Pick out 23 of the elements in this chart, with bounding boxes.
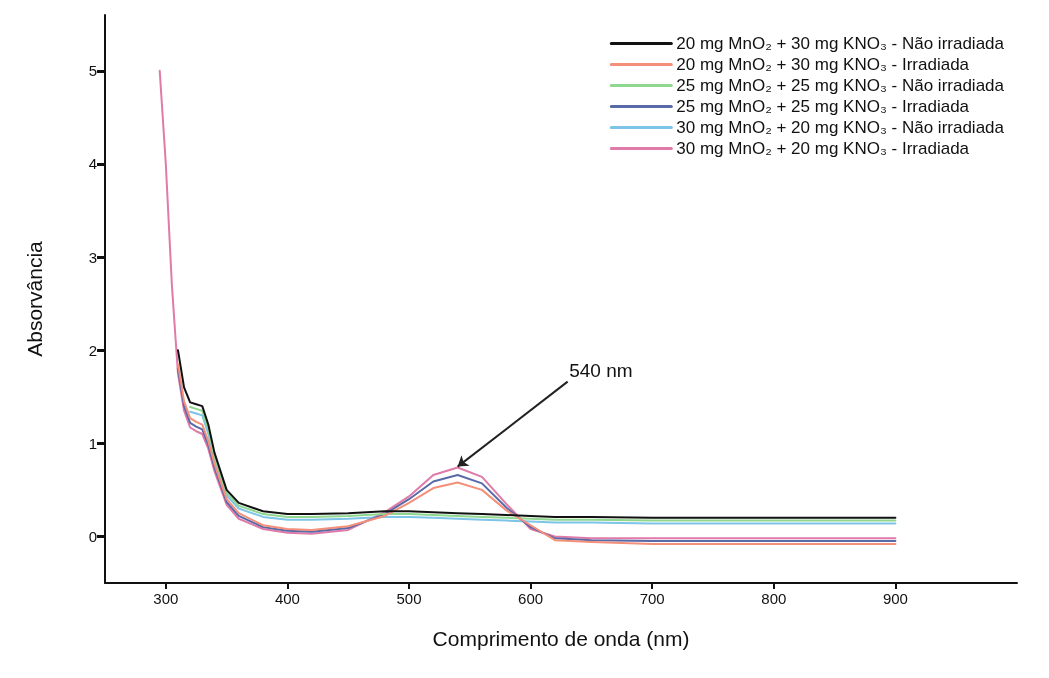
x-tick-label: 300 <box>153 590 179 607</box>
y-axis-title: Absorvância <box>23 240 46 357</box>
y-tick-label: 0 <box>88 527 97 545</box>
legend-label: 25 mg MnO₂ + 25 mg KNO₃ - Irradiada <box>676 97 970 116</box>
y-tick-label: 5 <box>88 62 97 80</box>
legend-label: 25 mg MnO₂ + 25 mg KNO₃ - Não irradiada <box>676 76 1005 95</box>
legend-label: 30 mg MnO₂ + 20 mg KNO₃ - Irradiada <box>676 139 970 158</box>
annotation: 540 nm <box>569 360 633 382</box>
legend-label: 20 mg MnO₂ + 30 mg KNO₃ - Não irradiada <box>676 34 1005 53</box>
y-tick-label: 2 <box>88 341 97 359</box>
x-tick-label: 500 <box>396 590 422 607</box>
x-axis-title: Comprimento de onda (nm) <box>432 627 690 650</box>
legend-label: 20 mg MnO₂ + 30 mg KNO₃ - Irradiada <box>676 55 970 74</box>
x-tick-label: 700 <box>639 590 665 607</box>
line-series <box>176 349 897 519</box>
y-tick-label: 1 <box>88 434 97 452</box>
x-tick-label: 900 <box>882 590 908 607</box>
x-tick-label: 600 <box>518 590 544 607</box>
x-tick-label: 400 <box>274 590 300 607</box>
x-tick-label: 800 <box>761 590 787 607</box>
legend-label: 30 mg MnO₂ + 20 mg KNO₃ - Não irradiada <box>676 118 1005 137</box>
y-tick-label: 3 <box>88 248 97 266</box>
y-tick-label: 4 <box>88 155 97 173</box>
